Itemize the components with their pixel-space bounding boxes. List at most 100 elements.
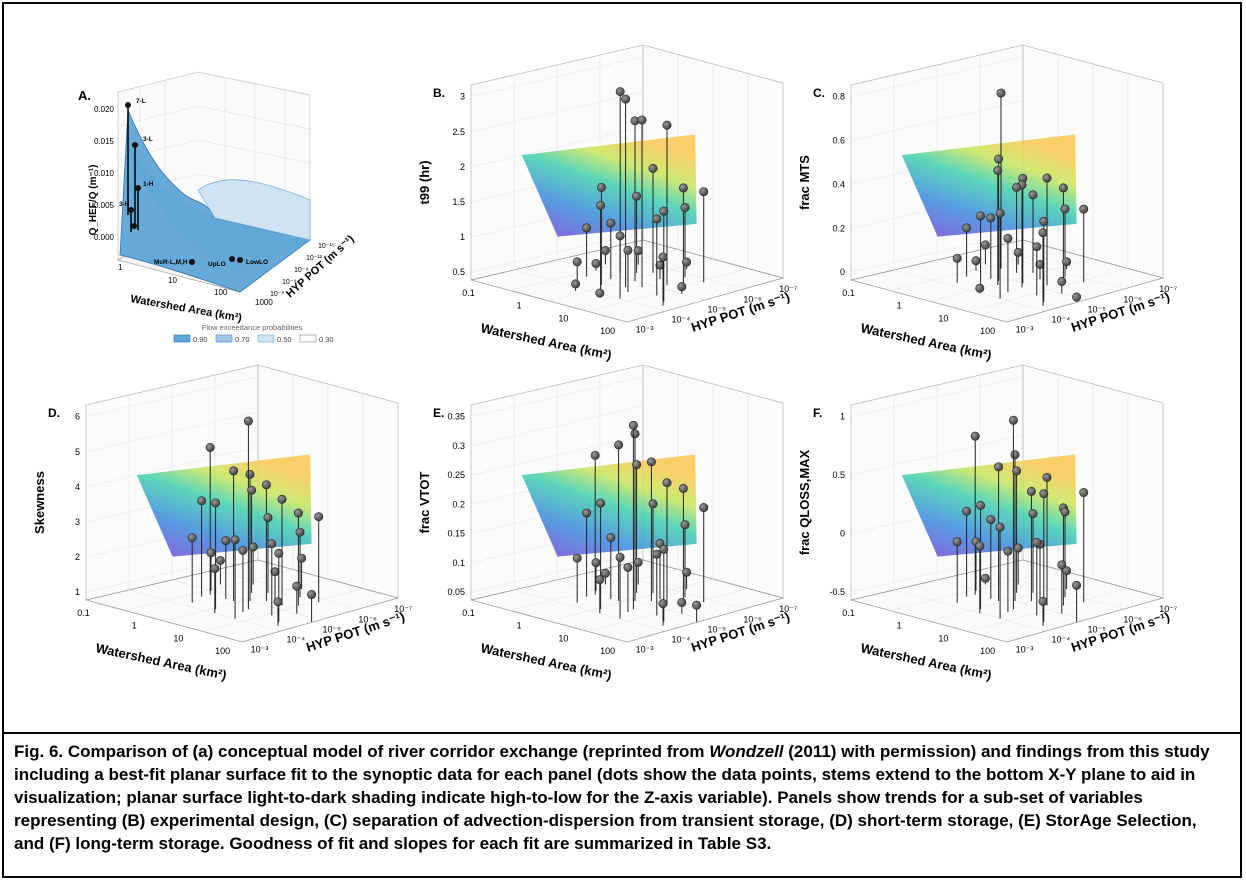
tick-label: 1.5 — [452, 197, 465, 207]
tick-label: 10⁻³ — [270, 291, 284, 298]
panel-6: 1 0.5 0 -0.5 frac QLOSS,MAX F. 0.1 1 10 100Waters… — [797, 364, 1177, 683]
caption-part-1: Fig. 6. Comparison of (a) conceptual mod… — [14, 742, 710, 761]
data-point — [677, 597, 687, 607]
tick-label: 1 — [460, 232, 465, 242]
data-point — [293, 508, 303, 518]
tick-label: 0.1 — [842, 608, 855, 618]
data-point — [1026, 486, 1036, 496]
data-point — [215, 555, 225, 565]
data-point — [295, 527, 305, 537]
data-point — [962, 506, 972, 516]
data-point — [986, 213, 996, 223]
tick-label: 0.25 — [447, 470, 465, 480]
annotation: LowLO — [246, 259, 268, 266]
data-point — [633, 246, 643, 256]
data-point — [976, 500, 986, 510]
tick-label: 0.015 — [94, 137, 115, 146]
tick-label: 10⁻⁶ — [282, 279, 296, 286]
data-point — [595, 288, 605, 298]
panel-label: C. — [813, 86, 825, 100]
z-axis-label: frac MTS — [797, 155, 812, 210]
panel-a-label: A. — [78, 88, 91, 103]
panel-label: D. — [48, 406, 60, 420]
data-point — [1013, 247, 1023, 257]
data-point — [263, 513, 273, 523]
data-point — [1039, 216, 1049, 226]
data-point — [1058, 183, 1068, 193]
data-point — [970, 431, 980, 441]
data-point — [595, 575, 605, 585]
tick-label: 100 — [980, 326, 995, 336]
data-point — [606, 533, 616, 543]
data-point — [1032, 537, 1042, 547]
tick-label: 0 — [840, 267, 845, 277]
tick-label: 1 — [517, 301, 522, 311]
caption-part-2: (2011) with permission) and findings fro… — [14, 742, 1210, 853]
data-point — [993, 165, 1003, 175]
data-point — [1072, 580, 1082, 590]
data-point — [292, 581, 302, 591]
data-point — [658, 252, 668, 262]
tick-label: 2.5 — [452, 127, 465, 137]
panel-3: 0.8 0.6 0.4 0.2 0 frac MTS C. 0.1 1 10 100Watershe… — [797, 44, 1177, 363]
data-point — [615, 87, 625, 97]
tick-label: 1000 — [255, 298, 273, 307]
data-point — [952, 253, 962, 263]
data-point — [1028, 509, 1038, 519]
panel-a-ylabel: Q_HEF/Q (m⁻¹) — [88, 165, 99, 236]
data-point — [682, 257, 692, 267]
data-point — [962, 223, 972, 233]
tick-label: 6 — [75, 412, 80, 422]
tick-label: 0.1 — [842, 288, 855, 298]
tick-label: 0.020 — [94, 105, 115, 114]
tick-label: 10⁻⁵ — [322, 624, 341, 634]
tick-label: 10⁻¹² — [306, 255, 323, 262]
tick-label: 0.5 — [452, 267, 465, 277]
legend-entry: 0.50 — [277, 335, 292, 344]
tick-label: 0.1 — [462, 288, 475, 298]
tick-label: 10 — [558, 313, 568, 323]
z-axis-label: t99 (hr) — [417, 160, 432, 204]
tick-label: 10⁻⁹ — [294, 267, 308, 274]
data-point — [314, 512, 324, 522]
data-point — [606, 218, 616, 228]
tick-label: 10⁻⁷ — [779, 284, 797, 294]
data-point — [1057, 276, 1067, 286]
panel-label: F. — [813, 406, 822, 420]
data-point — [248, 542, 258, 552]
tick-label: 10⁻⁴ — [672, 315, 691, 325]
tick-label: 1 — [840, 412, 845, 422]
z-axis-label: frac VTOT — [417, 471, 432, 533]
svg-text:7-L 3-L 1-H: 7-L 3-L 1-H 3-H McR-L,M,H UpLO LowLO — [119, 98, 268, 268]
tick-label: 10⁻⁶ — [358, 614, 377, 624]
data-point — [648, 163, 658, 173]
tick-label: 0.2 — [832, 223, 845, 233]
data-point — [976, 211, 986, 221]
tick-label: 10⁻³ — [636, 325, 654, 335]
annotation: 1-H — [143, 181, 154, 188]
data-point — [1062, 257, 1072, 267]
tick-label: 2 — [460, 162, 465, 172]
panel-2: 3 2.5 2 1.5 1 0.5 t99 (hr) B. 0.1 1 10 100Watershed… — [417, 44, 797, 363]
tick-label: 10 — [938, 633, 948, 643]
data-point — [205, 442, 215, 452]
data-point — [628, 420, 638, 430]
tick-label: -0.5 — [829, 587, 845, 597]
data-point — [1038, 596, 1048, 606]
data-point — [632, 191, 642, 201]
tick-label: 10⁻⁷ — [394, 604, 412, 614]
tick-label: 10⁻⁵ — [707, 624, 726, 634]
data-point — [245, 469, 255, 479]
data-point — [596, 200, 606, 210]
data-point — [1038, 228, 1048, 238]
data-point — [1013, 543, 1023, 553]
data-point — [652, 214, 662, 224]
data-point — [692, 600, 702, 610]
data-point — [582, 223, 592, 233]
tick-label: 3 — [460, 92, 465, 102]
tick-label: 0.5 — [832, 470, 845, 480]
data-point — [297, 553, 307, 563]
data-point — [975, 283, 985, 293]
data-point — [1079, 488, 1089, 498]
